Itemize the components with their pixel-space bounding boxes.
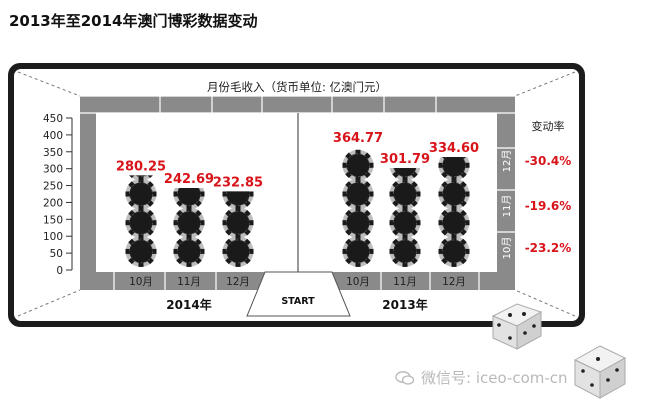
value-label: 232.85 [213,175,263,190]
y-tick-label: 350 [43,147,63,159]
y-tick-label: 250 [43,181,63,193]
group-label: 2014年 [166,297,211,312]
y-tick-label: 0 [56,265,63,277]
change-rate-header: 变动率 [532,119,565,133]
chip [128,175,154,181]
chip [438,178,470,210]
start-label: START [281,296,315,307]
change-rate-list: 12月 -30.4% 11月 -19.6% 10月 -23.2% [501,150,571,260]
chip [222,191,254,210]
chip [389,168,421,181]
y-tick-label: 300 [43,164,63,176]
category-label: 10月 [129,276,153,288]
y-tick-label: 150 [43,214,63,226]
chip [438,207,470,239]
chip [389,207,421,239]
group-labels: 2014年 2013年 [166,297,427,312]
value-label: 301.79 [380,152,430,167]
y-tick-label: 450 [43,113,63,125]
chip [342,149,374,181]
chart-title: 月份毛收入（货币单位: 亿澳门元） [207,80,387,94]
chip [125,178,157,210]
watermark: 微信号: iceo-com-cn [395,367,568,388]
chip [125,207,157,239]
category-labels: 10月 11月 12月 10月 11月 12月 [129,276,466,288]
chip [173,188,205,210]
chip [342,235,374,267]
value-label: 242.69 [164,172,214,187]
change-rate-value: -30.4% [525,154,572,168]
change-rate-month: 11月 [501,195,513,218]
y-tick-label: 50 [50,248,63,260]
dice-icon-2 [573,345,627,399]
chip [173,207,205,239]
chip [173,235,205,267]
y-tick-label: 100 [43,231,63,243]
chip [438,235,470,267]
group-label: 2013年 [382,297,427,312]
category-label: 12月 [442,276,466,288]
chip [222,207,254,239]
watermark-text: 微信号: iceo-com-cn [421,369,568,387]
right-lane-cells [497,147,515,233]
value-label: 280.25 [116,159,166,174]
change-rate-value: -23.2% [525,241,572,255]
chip [342,207,374,239]
dice-icon [491,303,543,350]
y-tick-label: 400 [43,130,63,142]
change-rate-value: -19.6% [525,199,572,213]
chip [389,178,421,210]
change-rate-month: 12月 [501,150,513,173]
perspective-lines [17,71,576,317]
category-label: 12月 [226,276,250,288]
chip [389,235,421,267]
value-label: 364.77 [333,131,383,146]
start-zone [246,271,351,317]
chip [125,235,157,267]
value-label: 334.60 [429,141,479,156]
chip [222,235,254,267]
y-tick-label: 200 [43,197,63,209]
chip [342,178,374,210]
chip-stacks [125,149,470,267]
wechat-icon [395,371,415,385]
y-axis: 0 50 100 150 200 250 300 350 400 450 [43,113,73,277]
category-label: 11月 [393,276,417,288]
chip [438,156,470,181]
category-label: 11月 [177,276,201,288]
page-title: 2013年至2014年澳门博彩数据变动 [9,12,258,30]
category-label: 10月 [346,276,370,288]
change-rate-month: 10月 [501,237,513,260]
